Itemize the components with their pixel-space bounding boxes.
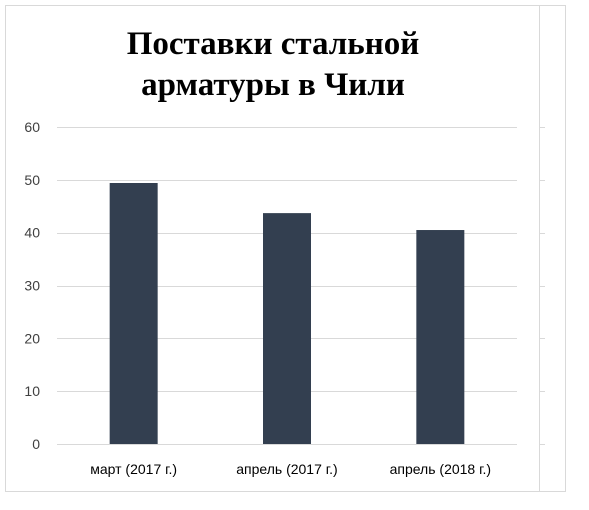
- chart-title: Поставки стальной арматуры в Чили: [126, 26, 420, 103]
- x-tick-label: март (2017 г.): [90, 461, 177, 477]
- y-tick-label: 0: [32, 436, 40, 452]
- y-tick-label: 30: [24, 278, 40, 294]
- y-tick-label: 50: [24, 172, 40, 188]
- bar: [109, 183, 158, 444]
- y-tick-label: 40: [24, 225, 40, 241]
- bar: [416, 230, 465, 444]
- bar: [263, 213, 311, 444]
- y-tick-label: 10: [24, 383, 40, 399]
- y-tick-label: 20: [24, 330, 40, 346]
- y-tick-label: 60: [24, 119, 40, 135]
- panel-divider: [539, 5, 540, 492]
- x-tick-label: апрель (2018 г.): [390, 461, 491, 477]
- x-tick-label: апрель (2017 г.): [236, 461, 337, 477]
